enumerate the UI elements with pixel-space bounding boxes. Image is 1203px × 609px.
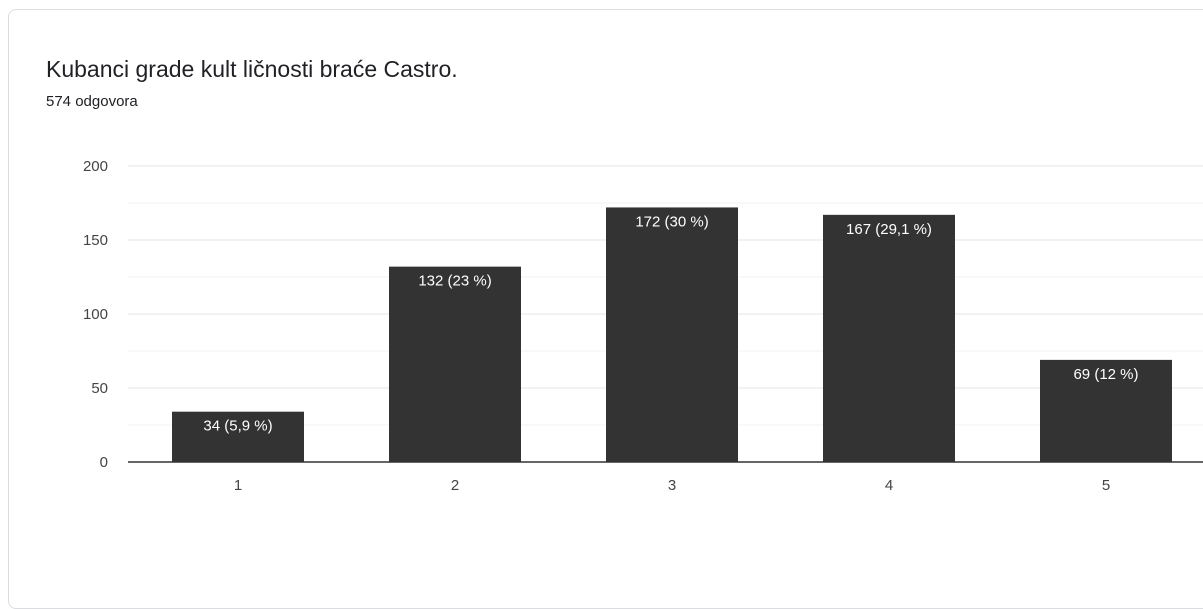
x-tick-label: 2 [451, 477, 459, 494]
data-labels: 34 (5,9 %) 132 (23 %) 172 (30 %) 167 (29,1 … [203, 213, 1138, 434]
bar-data-label: 34 (5,9 %) [203, 418, 272, 435]
y-tick-label: 0 [100, 454, 108, 471]
x-tick-label: 3 [668, 477, 676, 494]
y-tick-label: 100 [83, 306, 108, 323]
x-axis-ticks: 1 2 3 4 5 [234, 477, 1110, 494]
y-tick-label: 200 [83, 158, 108, 175]
bar-data-label: 132 (23 %) [418, 273, 491, 290]
y-axis-ticks: 0 50 100 150 200 [83, 158, 108, 471]
response-count: 574 odgovora [46, 93, 138, 110]
chart-title: Kubanci grade kult ličnosti braće Castro… [46, 56, 458, 82]
bar [1040, 359, 1172, 462]
bar-data-label: 167 (29,1 %) [846, 221, 932, 238]
bar-data-label: 69 (12 %) [1073, 366, 1138, 383]
bar [823, 214, 955, 462]
bar [172, 411, 304, 462]
bar [389, 266, 521, 462]
bar-data-label: 172 (30 %) [635, 213, 708, 230]
chart-card [8, 9, 1203, 609]
bars [172, 207, 1172, 462]
x-tick-label: 1 [234, 477, 242, 494]
y-tick-label: 150 [83, 232, 108, 249]
bar-chart: 0 50 100 150 200 34 (5,9 %) 132 (23 %) 172 (30… [83, 158, 1203, 494]
bar [606, 207, 738, 462]
y-tick-label: 50 [91, 380, 108, 397]
x-tick-label: 4 [885, 477, 893, 494]
x-tick-label: 5 [1102, 477, 1110, 494]
